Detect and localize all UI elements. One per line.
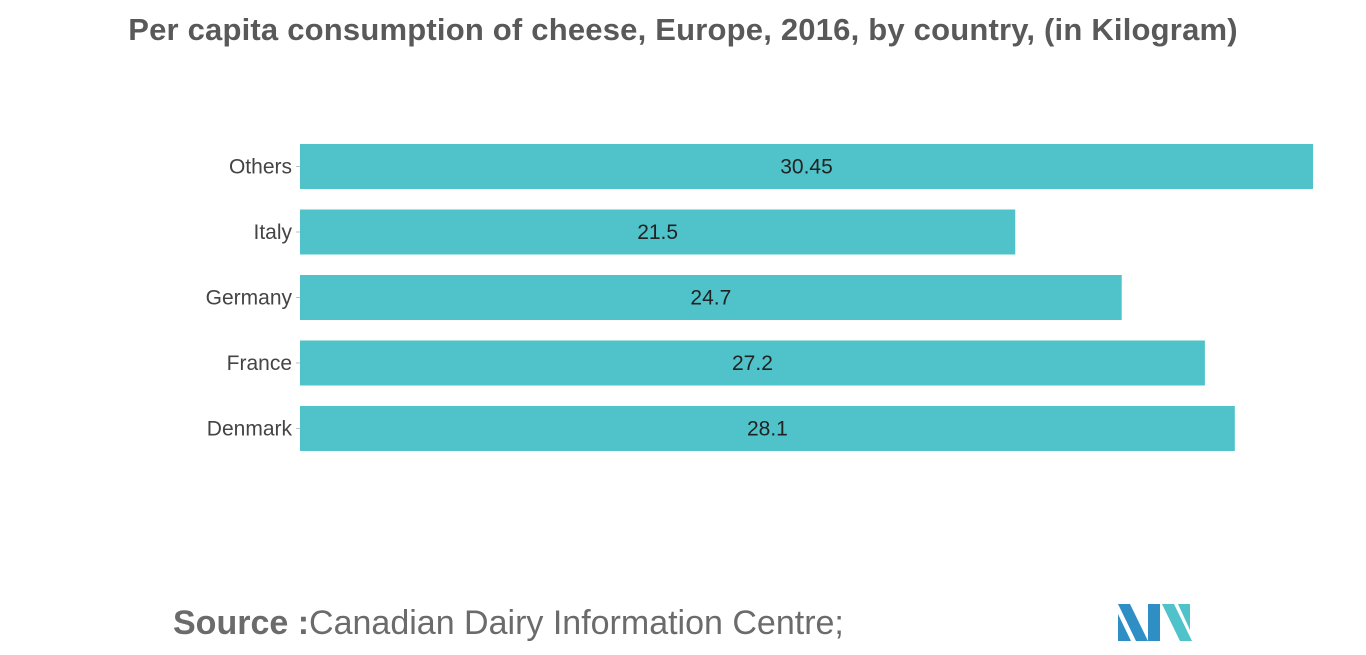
chart-title: Per capita consumption of cheese, Europe… [128, 12, 1238, 47]
bar-france [300, 340, 1205, 386]
data-label: 21.5 [637, 221, 678, 244]
bar-others [300, 144, 1313, 189]
y-tick-label: Germany [206, 287, 293, 310]
data-label: 28.1 [747, 418, 788, 441]
data-label: 27.2 [732, 352, 773, 375]
bar-denmark [300, 406, 1235, 451]
y-tick-label: Italy [253, 221, 292, 244]
bar-italy [300, 209, 1016, 255]
bar-germany [300, 275, 1122, 320]
source-label: Source : [173, 604, 310, 642]
y-tick-label: Others [229, 156, 292, 179]
mordor-intelligence-logo-icon [1118, 604, 1192, 641]
y-tick-label: France [227, 352, 292, 375]
source-text: Canadian Dairy Information Centre; [309, 604, 844, 642]
y-tick-label: Denmark [207, 418, 293, 441]
source-note: Source :Canadian Dairy Information Centr… [173, 604, 844, 643]
data-label: 24.7 [690, 287, 731, 310]
data-label: 30.45 [780, 156, 833, 179]
